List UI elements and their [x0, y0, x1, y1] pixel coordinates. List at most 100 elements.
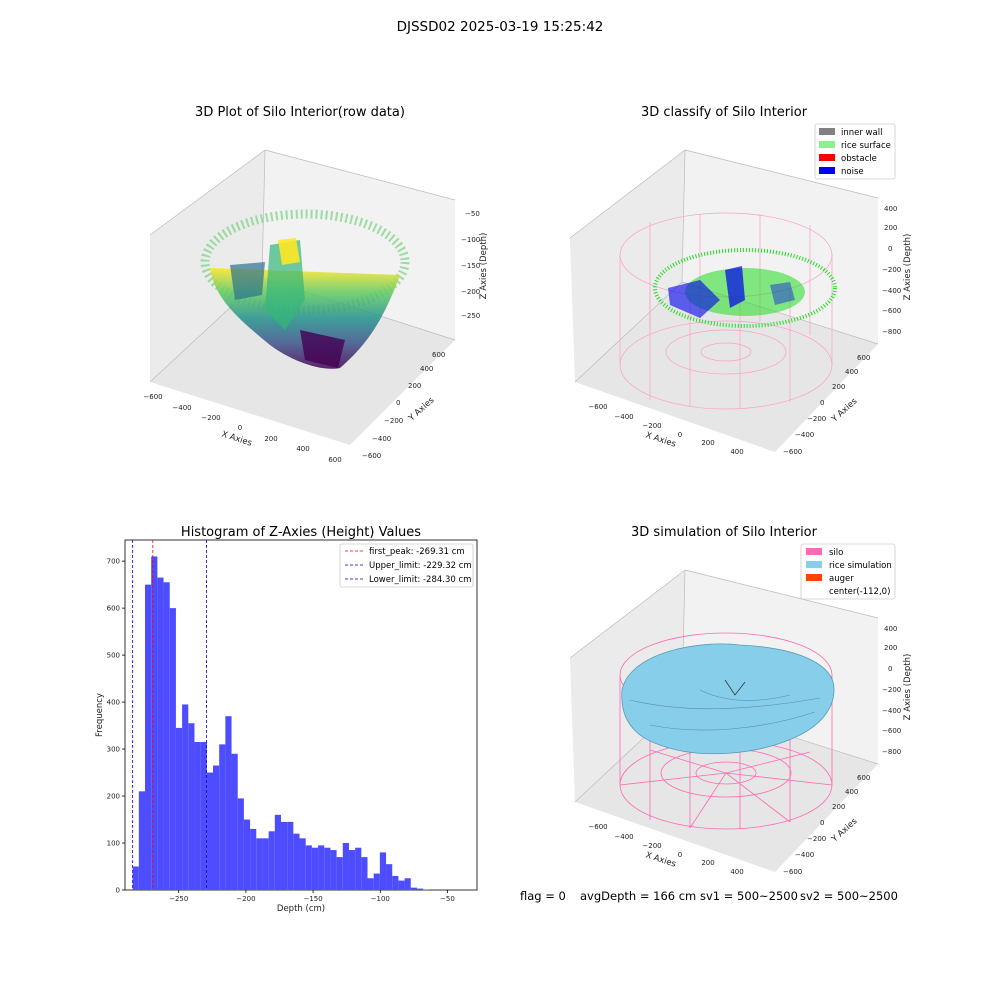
histogram-bar — [386, 864, 393, 890]
svg-text:0: 0 — [888, 245, 892, 253]
histogram-title: Histogram of Z-Axies (Height) Values — [181, 525, 421, 540]
svg-text:200: 200 — [832, 383, 845, 391]
svg-text:−50: −50 — [465, 210, 480, 218]
legend-label-silo: silo — [829, 548, 843, 558]
legend-swatch-rice-surface — [819, 141, 835, 148]
svg-text:−400: −400 — [795, 851, 814, 859]
histogram-bar — [367, 878, 374, 890]
svg-text:200: 200 — [701, 859, 714, 867]
svg-text:−800: −800 — [882, 328, 901, 336]
histogram-bar — [348, 850, 356, 890]
classify-z-label: Z Axies (Depth) — [903, 234, 913, 301]
svg-text:−150: −150 — [461, 262, 480, 270]
svg-text:200: 200 — [884, 644, 897, 652]
svg-text:400: 400 — [845, 788, 858, 796]
raw-x-ticks: −600 −400 −200 0 200 400 600 — [143, 393, 341, 464]
histogram-bar — [194, 742, 201, 890]
panel-raw-data: 3D Plot of Silo Interior(row data) −600 … — [143, 105, 489, 464]
simulation-x-ticks: −600 −400 −200 0 200 400 — [588, 823, 743, 876]
svg-text:200: 200 — [884, 224, 897, 232]
svg-text:0: 0 — [678, 851, 682, 859]
histogram-bar — [324, 847, 331, 890]
svg-text:200: 200 — [701, 439, 714, 447]
legend-label-auger: auger — [829, 574, 854, 584]
histogram-bar — [311, 847, 319, 890]
legend-label-first-peak: first_peak: -269.31 cm — [369, 547, 465, 557]
svg-text:0: 0 — [820, 399, 824, 407]
panel-histogram: Histogram of Z-Axies (Height) Values −25… — [95, 525, 478, 914]
svg-text:−200: −200 — [807, 415, 826, 423]
histogram-bar — [250, 828, 257, 890]
svg-text:400: 400 — [884, 625, 897, 633]
y-tick-label: 0 — [116, 887, 120, 895]
classify-legend: inner wall rice surface obstacle noise — [814, 123, 896, 180]
svg-text:0: 0 — [238, 424, 242, 432]
histogram-bar — [138, 791, 146, 890]
raw-x-label: X Axies — [220, 429, 253, 448]
svg-text:600: 600 — [857, 354, 870, 362]
legend-swatch-noise — [819, 167, 835, 174]
histogram-bar — [175, 727, 183, 890]
svg-text:−400: −400 — [795, 431, 814, 439]
svg-text:−200: −200 — [384, 417, 403, 425]
x-tick-label: −50 — [440, 895, 455, 903]
svg-text:−100: −100 — [461, 236, 480, 244]
histogram-y-label: Frequency — [95, 693, 105, 737]
svg-text:−800: −800 — [882, 748, 901, 756]
y-tick-label: 300 — [107, 746, 120, 754]
histogram-bar — [373, 873, 380, 890]
svg-text:0: 0 — [820, 819, 824, 827]
histogram-bar — [305, 845, 312, 890]
y-tick-label: 500 — [107, 652, 120, 660]
simulation-z-label: Z Axies (Depth) — [903, 654, 913, 721]
svg-text:−600: −600 — [588, 823, 607, 831]
x-tick-label: −200 — [236, 895, 255, 903]
histogram-bar — [336, 857, 343, 890]
histogram-bar — [145, 584, 152, 890]
status-sv2: sv2 = 500~2500 — [800, 889, 898, 903]
legend-swatch-rice-simulation — [806, 561, 822, 568]
y-tick-label: 100 — [107, 840, 120, 848]
svg-text:−600: −600 — [882, 307, 901, 315]
histogram-bar — [361, 857, 368, 890]
svg-text:600: 600 — [432, 351, 445, 359]
histogram-bar — [274, 814, 281, 890]
histogram-bar — [392, 875, 399, 890]
svg-text:600: 600 — [328, 456, 341, 464]
histogram-bar — [206, 772, 213, 890]
histogram-bar — [132, 866, 139, 890]
legend-label-upper-limit: Upper_limit: -229.32 cm — [369, 561, 472, 571]
histogram-bar — [188, 723, 195, 890]
svg-text:−400: −400 — [172, 404, 191, 412]
classify-wall-wireframe — [619, 212, 833, 410]
histogram-bar — [404, 878, 411, 890]
histogram-bar — [225, 716, 232, 890]
simulation-y-ticks: −600 −400 −200 0 200 400 600 — [783, 774, 870, 876]
histogram-bar — [157, 577, 164, 890]
legend-swatch-silo — [806, 548, 822, 555]
raw-y-label: Y Axies — [406, 395, 437, 424]
classify-axes-box — [569, 149, 879, 452]
histogram-bar — [219, 744, 226, 890]
histogram-bar — [379, 852, 387, 890]
histogram-bar — [355, 847, 362, 890]
classify-z-ticks: 400 200 0 −200 −400 −600 −800 — [882, 205, 901, 336]
status-line: flag = 0 avgDepth = 166 cm sv1 = 500~250… — [520, 889, 898, 903]
y-tick-label: 400 — [107, 699, 120, 707]
svg-text:−200: −200 — [807, 835, 826, 843]
svg-text:0: 0 — [678, 431, 682, 439]
svg-text:400: 400 — [296, 445, 309, 453]
svg-text:−600: −600 — [588, 403, 607, 411]
histogram-x-ticks: −250 −200 −150 −100 −50 — [169, 890, 455, 903]
legend-label-rice-simulation: rice simulation — [829, 561, 892, 571]
histogram-bar — [342, 843, 349, 890]
histogram-bar — [330, 850, 337, 890]
raw-plot-title: 3D Plot of Silo Interior(row data) — [195, 105, 405, 120]
histogram-bar — [280, 821, 288, 890]
histogram-bar — [268, 831, 275, 890]
legend-label-lower-limit: Lower_limit: -284.30 cm — [369, 575, 471, 585]
svg-text:−400: −400 — [614, 833, 633, 841]
svg-text:200: 200 — [264, 435, 277, 443]
svg-text:600: 600 — [857, 774, 870, 782]
simulation-z-ticks: 400 200 0 −200 −400 −600 −800 — [882, 625, 901, 756]
